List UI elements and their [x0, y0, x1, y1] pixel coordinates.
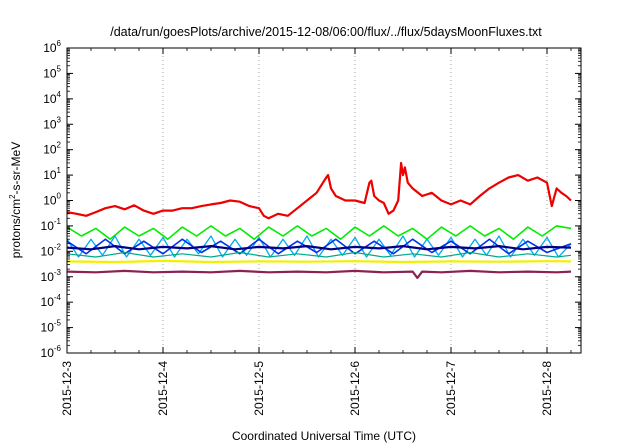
x-tick-label: 2015-12-4 [156, 361, 170, 416]
y-tick-label: 106 [43, 39, 61, 55]
x-tick-label: 2015-12-5 [252, 361, 266, 416]
y-tick-label: 10-4 [41, 293, 62, 309]
y-tick-label: 103 [43, 115, 61, 131]
series-line [67, 245, 572, 251]
y-axis-label: protons/cm2-s-sr-MeV [8, 142, 23, 258]
y-tick-label-exponent: -2 [54, 242, 62, 251]
x-axis-label: Coordinated Universal Time (UTC) [232, 429, 416, 443]
y-tick-label-exponent: -3 [54, 268, 62, 277]
series-lines [67, 161, 572, 279]
series-line [67, 251, 572, 258]
y-tick-label-base: 10 [41, 321, 55, 335]
series-line [67, 238, 572, 255]
y-tick-label: 10-5 [41, 319, 62, 335]
y-tick-label-base: 10 [43, 117, 57, 131]
y-axis-label-sup: 2 [8, 194, 17, 199]
y-tick-label-exponent: 1 [57, 166, 62, 175]
series-line [67, 225, 572, 240]
y-tick-label-base: 10 [43, 92, 57, 106]
y-tick-label: 100 [43, 192, 61, 208]
y-tick-label: 101 [43, 166, 61, 182]
y-tick-label-base: 10 [41, 346, 55, 360]
y-tick-label-exponent: 3 [57, 115, 62, 124]
y-tick-label-exponent: 6 [57, 39, 62, 48]
series-line [67, 259, 572, 264]
x-tick-label: 2015-12-7 [444, 361, 458, 416]
y-tick-label-base: 10 [41, 270, 55, 284]
y-axis-label-post: -s-sr-MeV [9, 142, 23, 195]
y-tick-label-base: 10 [43, 143, 57, 157]
y-tick-label-base: 10 [41, 244, 55, 258]
y-tick-label: 104 [43, 90, 61, 106]
y-tick-label-exponent: 4 [57, 90, 62, 99]
y-tick-label-exponent: 2 [57, 141, 62, 150]
y-tick-label-base: 10 [43, 66, 57, 80]
x-tick-label: 2015-12-8 [540, 361, 554, 416]
y-tick-label-exponent: 0 [57, 192, 62, 201]
y-axis-label-pre: protons/cm [9, 199, 23, 258]
y-tick-label-exponent: -1 [54, 217, 62, 226]
y-tick-label-exponent: -6 [54, 344, 62, 353]
series-line [67, 269, 572, 279]
y-tick-label-exponent: -5 [54, 319, 62, 328]
y-axis-ticks: 10610510410310210110010-110-210-310-410-… [41, 39, 581, 360]
y-tick-label: 105 [43, 64, 61, 80]
plot-frame [66, 47, 582, 354]
y-tick-label: 10-2 [41, 242, 62, 258]
chart-title: /data/run/goesPlots/archive/2015-12-08/0… [110, 25, 542, 39]
x-tick-label: 2015-12-6 [348, 361, 362, 416]
x-tick-label: 2015-12-3 [60, 361, 74, 416]
y-tick-label: 10-6 [41, 344, 62, 360]
y-tick-label: 102 [43, 141, 61, 157]
series-line [67, 161, 572, 220]
y-tick-label-base: 10 [41, 219, 55, 233]
y-tick-label-base: 10 [41, 295, 55, 309]
y-tick-label-base: 10 [43, 194, 57, 208]
y-tick-label-exponent: 5 [57, 64, 62, 73]
y-tick-label-base: 10 [43, 168, 57, 182]
y-tick-label-exponent: -4 [54, 293, 62, 302]
y-tick-label-base: 10 [43, 41, 57, 55]
x-axis-ticks: 2015-12-3 2015-12-4 2015-12-5 2015-12-6 2015… [60, 48, 572, 416]
y-tick-label: 10-1 [41, 217, 62, 233]
y-tick-label: 10-3 [41, 268, 62, 284]
